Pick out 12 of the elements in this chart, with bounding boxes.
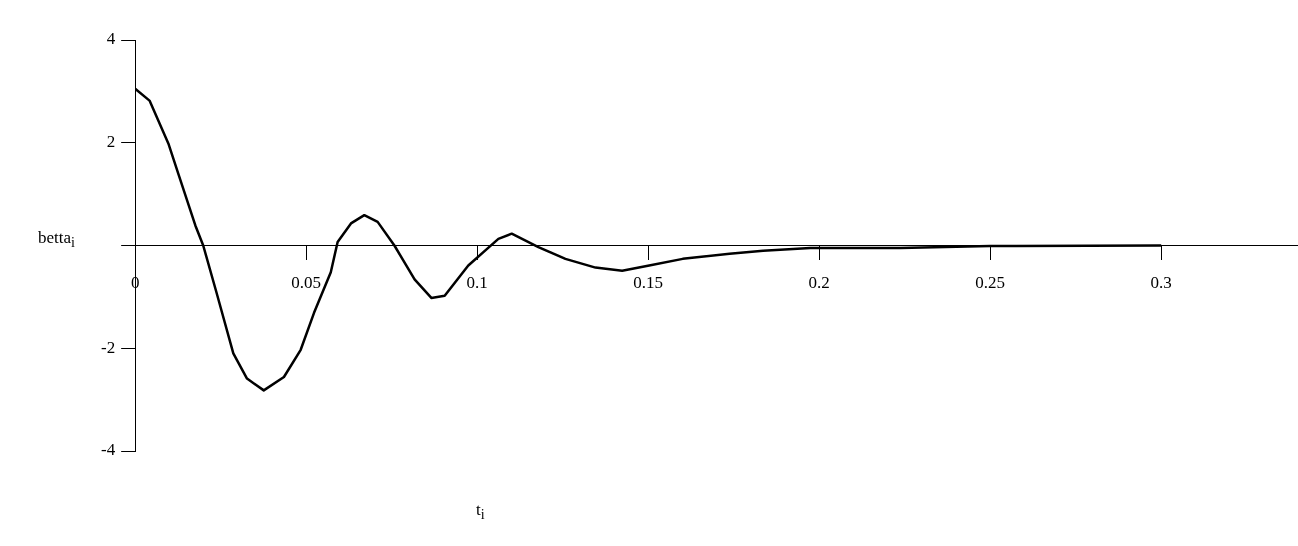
y-tick-label: 2 xyxy=(106,132,116,152)
y-tick-label: 4 xyxy=(106,29,116,49)
y-tick-label: -4 xyxy=(100,440,116,460)
x-tick-label: 0.3 xyxy=(1150,273,1172,293)
x-tick-label: 0.05 xyxy=(291,273,322,293)
y-axis-title: betta$_{i}$ xyxy=(38,228,75,252)
x-tick-label: 0.1 xyxy=(466,273,488,293)
y-tick-label: -2 xyxy=(100,337,116,357)
x-tick-label: 0.15 xyxy=(633,273,664,293)
x-tick-label: 0.2 xyxy=(808,273,830,293)
x-axis-title: t$_{i}$ xyxy=(476,500,485,524)
x-tick-label: 0.25 xyxy=(975,273,1006,293)
